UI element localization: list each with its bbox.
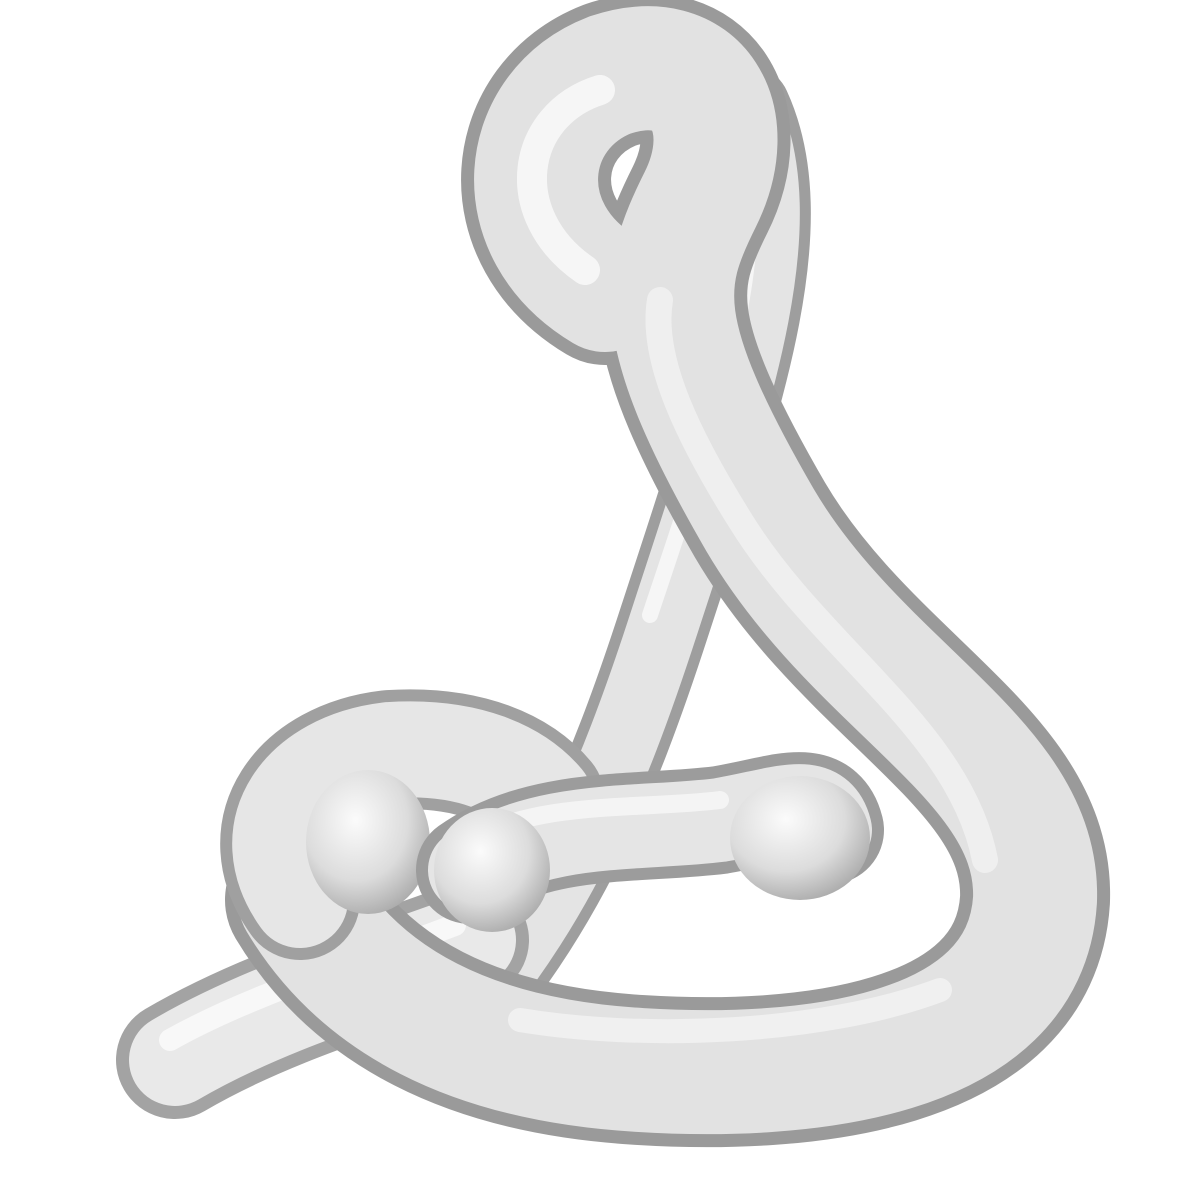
- main-strand: [225, 0, 1110, 1148]
- knot-cluster: [220, 689, 884, 960]
